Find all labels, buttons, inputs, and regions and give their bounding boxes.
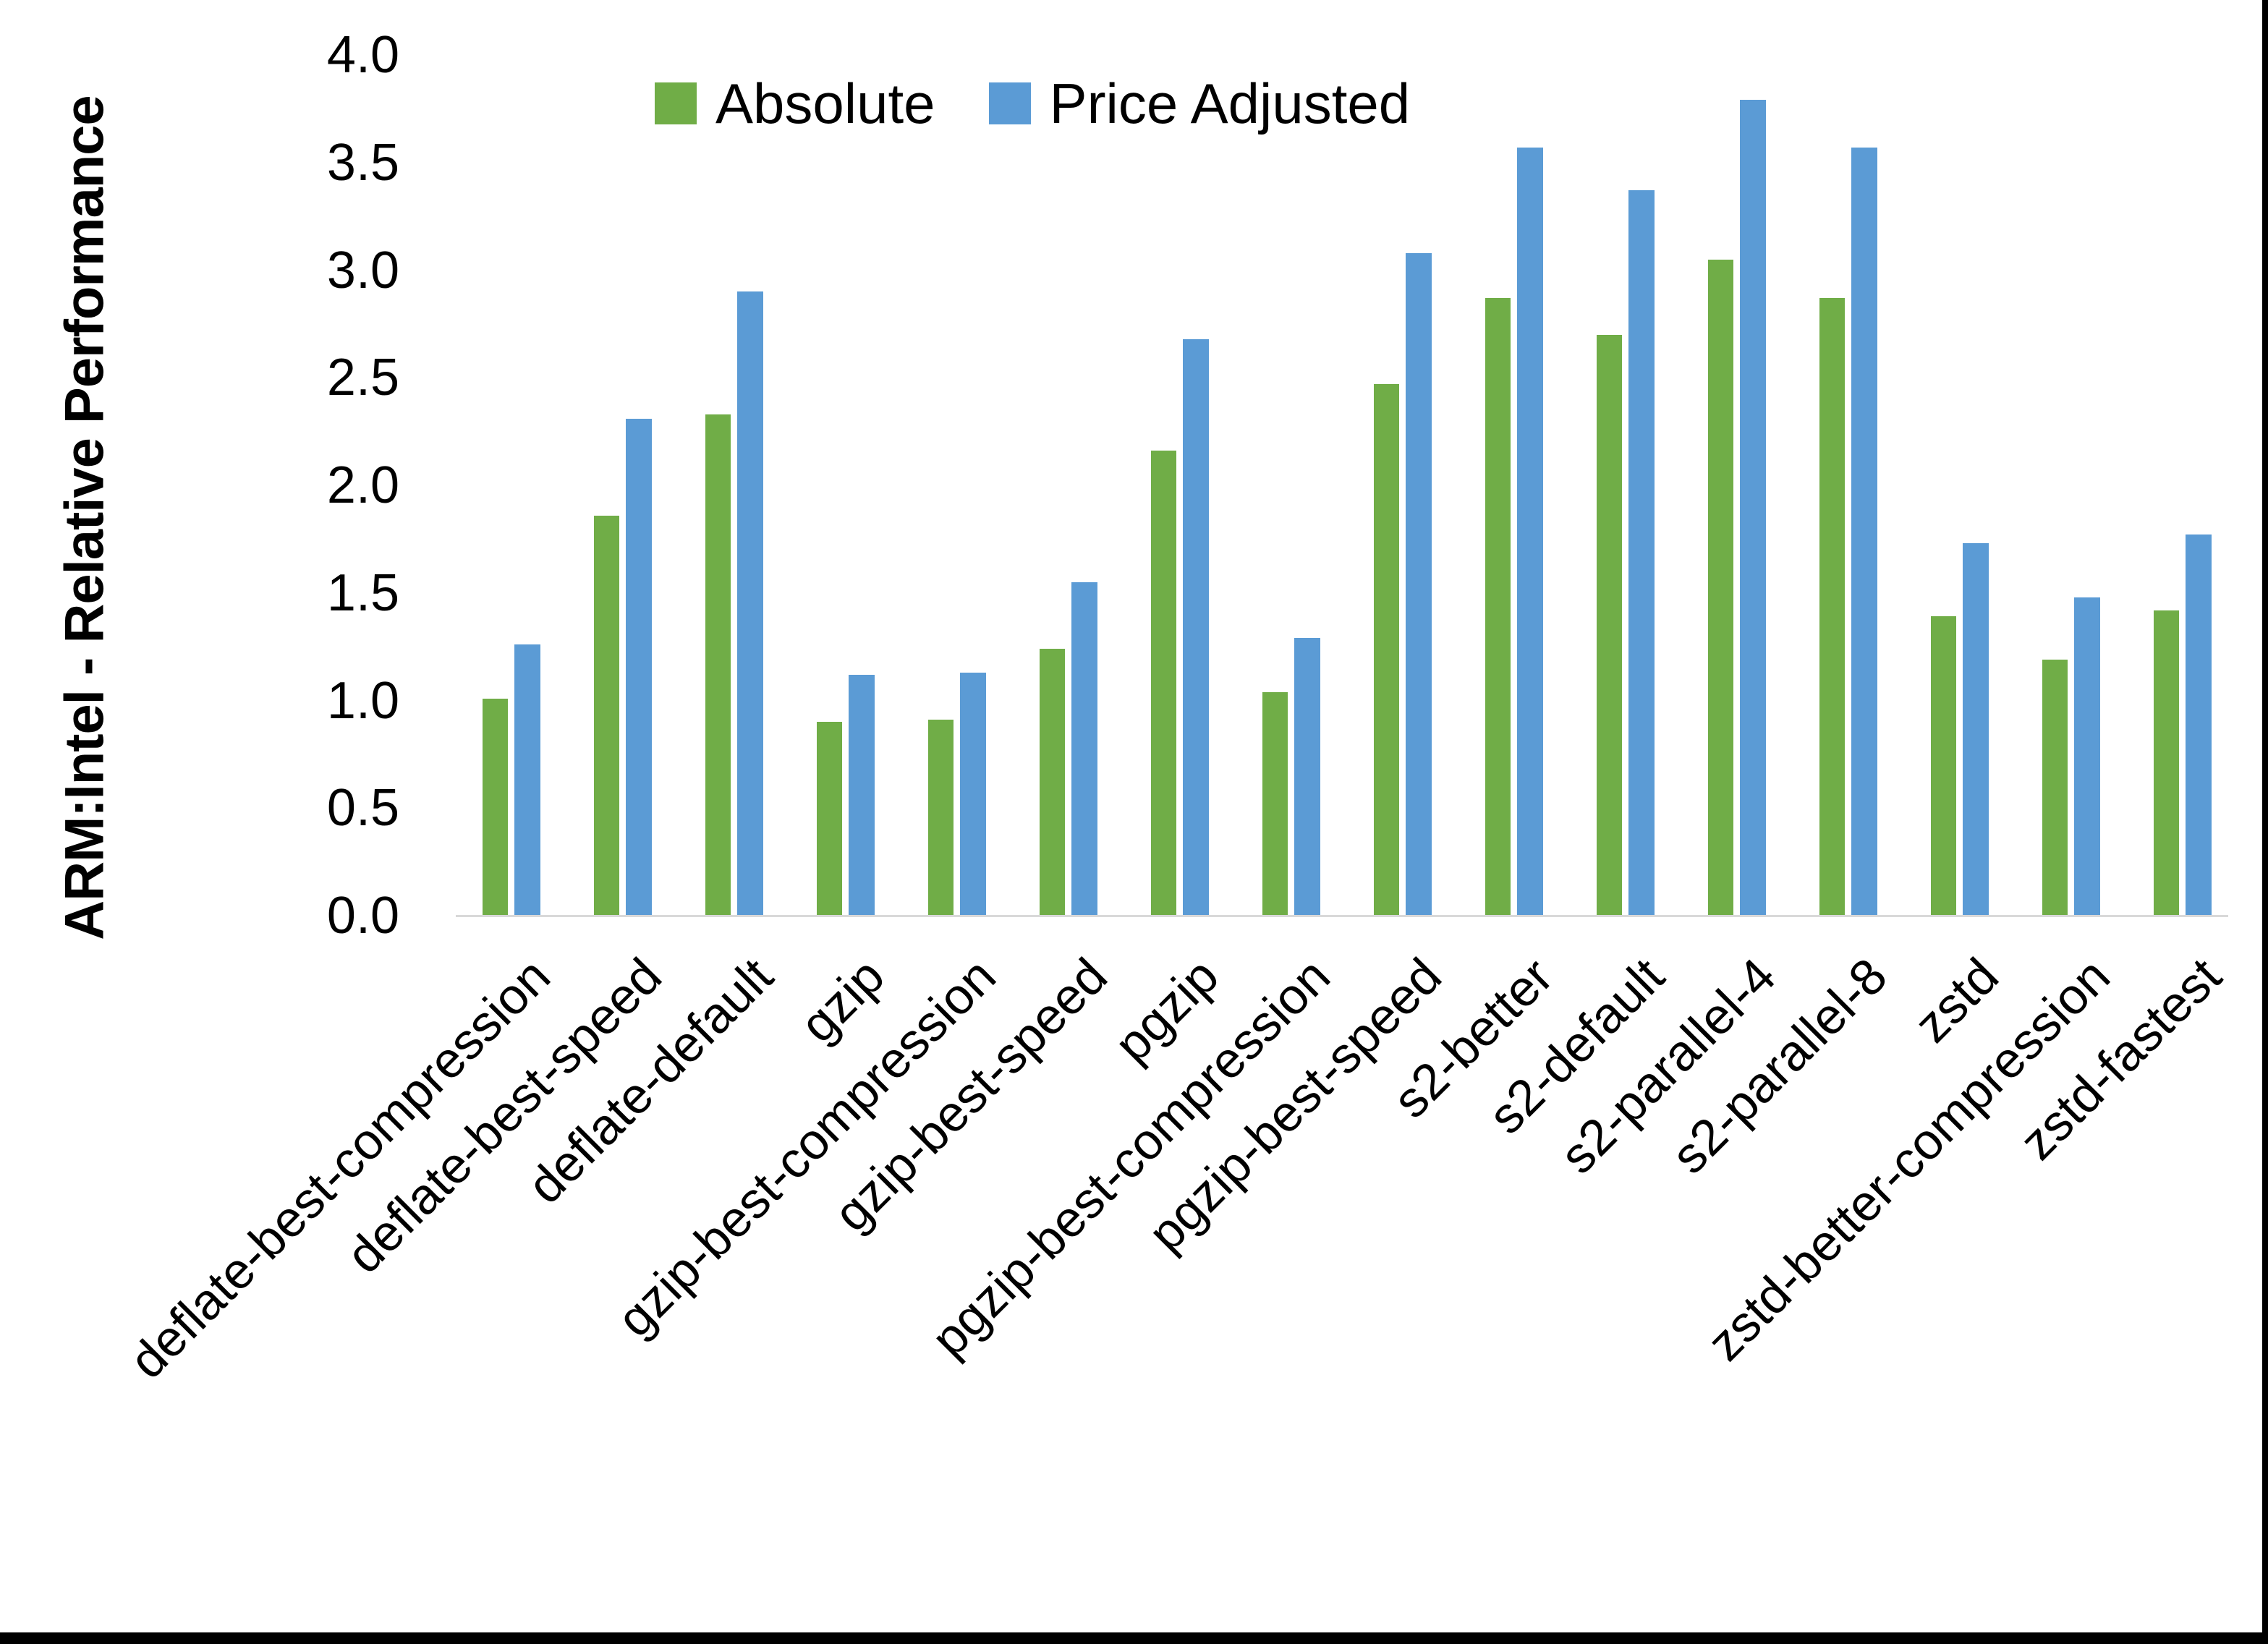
bar-price-adjusted-deflate-best-speed <box>626 419 652 916</box>
y-tick-label-2.5: 2.5 <box>326 349 399 407</box>
y-tick-label-3.5: 3.5 <box>326 133 399 192</box>
bar-price-adjusted-s2-default <box>1628 190 1655 916</box>
bar-absolute-zstd <box>1931 616 1956 916</box>
chart-legend: Absolute Price Adjusted <box>655 75 1410 132</box>
bar-price-adjusted-s2-parallel-8 <box>1851 148 1877 916</box>
absolute-series-swatch-icon <box>655 82 697 124</box>
bar-absolute-gzip-best-compression <box>928 720 954 916</box>
bar-price-adjusted-zstd <box>1963 543 1989 916</box>
bar-absolute-deflate-default <box>705 414 731 916</box>
bar-absolute-deflate-best-speed <box>594 516 619 916</box>
window-bottom-border <box>0 1632 2268 1644</box>
y-tick-label-3.0: 3.0 <box>326 241 399 299</box>
y-tick-label-1.5: 1.5 <box>326 563 399 622</box>
x-axis-line <box>456 915 2228 917</box>
y-tick-label-1.0: 1.0 <box>326 671 399 730</box>
bar-price-adjusted-gzip <box>849 675 875 916</box>
legend-label-absolute: Absolute <box>715 72 935 135</box>
price-adjusted-series-swatch-icon <box>988 82 1031 124</box>
y-tick-label-0.0: 0.0 <box>326 887 399 945</box>
bar-price-adjusted-gzip-best-compression <box>960 673 986 916</box>
bar-price-adjusted-deflate-default <box>737 291 763 916</box>
bar-absolute-pgzip-best-speed <box>1374 384 1399 916</box>
legend-label-price-adjusted: Price Adjusted <box>1049 72 1411 135</box>
bar-absolute-gzip <box>817 722 842 916</box>
bar-price-adjusted-pgzip-best-speed <box>1406 253 1432 916</box>
bar-absolute-gzip-best-speed <box>1040 649 1065 916</box>
bar-absolute-s2-parallel-4 <box>1708 260 1733 916</box>
y-tick-label-4.0: 4.0 <box>326 26 399 84</box>
bar-absolute-deflate-best-compression <box>483 699 508 916</box>
bar-absolute-s2-parallel-8 <box>1819 298 1845 916</box>
legend-item-absolute: Absolute <box>655 75 935 132</box>
window-right-border <box>2262 0 2268 1644</box>
bar-price-adjusted-s2-parallel-4 <box>1740 100 1766 916</box>
bar-price-adjusted-pgzip-best-compression <box>1294 638 1320 916</box>
y-tick-label-0.5: 0.5 <box>326 779 399 838</box>
bar-price-adjusted-zstd-better-compression <box>2074 597 2100 916</box>
bar-price-adjusted-zstd-fastest <box>2186 534 2212 916</box>
legend-item-price-adjusted: Price Adjusted <box>988 72 1411 135</box>
bar-absolute-zstd-better-compression <box>2042 660 2068 916</box>
y-tick-label-2.0: 2.0 <box>326 456 399 514</box>
bar-price-adjusted-s2-better <box>1517 148 1543 916</box>
bar-absolute-pgzip <box>1151 451 1176 916</box>
bar-absolute-s2-better <box>1485 298 1511 916</box>
bar-price-adjusted-deflate-best-compression <box>514 644 540 916</box>
bar-price-adjusted-pgzip <box>1183 339 1209 916</box>
bar-absolute-s2-default <box>1597 335 1622 916</box>
bar-absolute-zstd-fastest <box>2154 610 2179 916</box>
bar-price-adjusted-gzip-best-speed <box>1071 582 1097 916</box>
bar-absolute-pgzip-best-compression <box>1262 692 1288 916</box>
